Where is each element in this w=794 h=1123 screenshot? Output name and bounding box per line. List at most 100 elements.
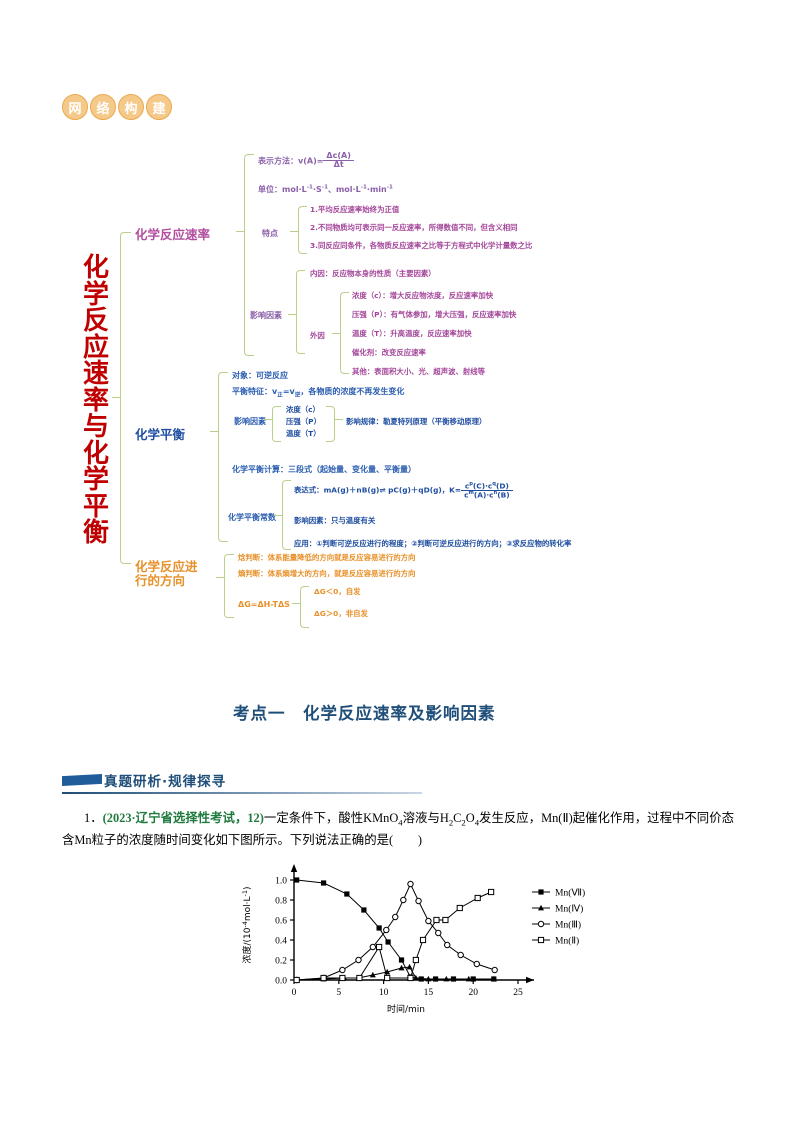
y-tick-0.8: 0.8 [275, 896, 287, 906]
rate-unit-row: 单位：mol·L-1·S-1、mol·L-1·min-1 [258, 184, 393, 195]
y-tick-1.0: 1.0 [275, 876, 287, 886]
root-char-10: 衡 [82, 518, 109, 549]
rate-method-label: 表示方法： [258, 156, 298, 166]
dir-gibbs-brace [300, 586, 309, 628]
eq-application: 应用：①判断可逆反应进行的程度；②判断可逆反应进行的方向；③求反应物的转化率 [294, 539, 572, 548]
rate-external-item-0: 浓度（c）：增大反应物浓度，反应速率加快 [352, 291, 494, 300]
root-char-5: 率 [82, 385, 109, 416]
rate-external-brace [340, 292, 349, 374]
x-tick-20: 20 [468, 988, 478, 998]
branch-rate-stem [236, 231, 245, 232]
eq-const-stem [274, 515, 283, 516]
legend-item-2: Mn(Ⅲ) [532, 919, 581, 930]
eq-feature: 平衡特征：v正=v逆，各物质的浓度不再发生变化 [232, 387, 405, 399]
page-title: 考点一 化学反应速率及影响因素 [233, 704, 496, 723]
root-char-7: 化 [82, 438, 109, 469]
root-char-4: 速 [82, 359, 109, 390]
eq-const-factor: 影响因素：只与温度有关 [294, 516, 376, 525]
eq-rule: 影响规律：勒夏特列原理（平衡移动原理） [346, 417, 487, 426]
branch-rate-label: 化学反应速率 [135, 227, 211, 242]
question-text: 一定条件下，酸性KMnO4溶液与H2C2O4发生反应，Mn(Ⅱ)起催化作用，过程… [62, 811, 735, 847]
root-char-8: 学 [82, 465, 109, 496]
eq-factor-item-0: 浓度（c） [286, 405, 320, 414]
root-char-2: 反 [82, 306, 109, 337]
subsection-header: 真题研析·规律探寻 [62, 770, 482, 794]
question-number: 1． [84, 811, 103, 825]
section-badge: 网 络 构 建 [62, 94, 172, 120]
rate-feature-item-2: 3.同反应同条件，各物质反应速率之比等于方程式中化学计量数之比 [310, 241, 533, 250]
legend-label-0: Mn(Ⅶ) [555, 887, 585, 898]
rate-factors-label: 影响因素 [250, 311, 282, 320]
legend-item-3: Mn(Ⅱ) [532, 935, 579, 946]
dir-enthalpy: 焓判断：体系能量降低的方向就是反应容易进行的方向 [238, 553, 416, 562]
branch-eq-stem [210, 431, 219, 432]
dir-gibbs-item-0: ΔG＜0，自发 [314, 587, 361, 596]
chart-svg: 0 5 10 15 20 25 0.0 0.2 0.4 0.6 0.8 1.0 时间/min 浓度/(10… [241, 864, 585, 1015]
eq-factors-stem [264, 419, 273, 420]
y-tick-0.6: 0.6 [275, 916, 287, 926]
rate-factors-brace [296, 270, 305, 354]
eq-expression-denominator: cm(A)·cn(B) [464, 490, 510, 500]
x-axis-label: 时间/min [387, 1003, 425, 1015]
rate-external-item-2: 温度（T）：升高温度，反应速率加快 [352, 329, 472, 338]
branch-dir-brace [224, 554, 234, 618]
eq-expression-label: 表达式： [294, 485, 324, 495]
rate-unit-value: mol·L-1·S-1、mol·L-1·min-1 [282, 184, 393, 194]
legend-label-3: Mn(Ⅱ) [555, 935, 579, 946]
badge-char-0: 网 [62, 94, 88, 120]
root-char-1: 学 [82, 279, 109, 310]
legend-label-1: Mn(Ⅳ) [555, 903, 583, 914]
rate-method-fraction: Δc(A) Δt [323, 151, 354, 170]
rate-method-denominator: Δt [333, 160, 344, 170]
branch-equilibrium-label: 化学平衡 [135, 427, 186, 442]
eq-object: 对象：可逆反应 [232, 371, 288, 380]
root-brace [120, 232, 131, 564]
branch-direction-line-2: 行的方向 [135, 573, 186, 589]
badge-char-1: 络 [90, 94, 116, 120]
x-tick-5: 5 [336, 988, 341, 998]
rate-method-numerator: Δc(A) [323, 151, 354, 162]
eq-factor-item-1: 压强（P） [286, 417, 321, 426]
eq-expression-row: 表达式：mA(g)＋nB(g)⇌ pC(g)＋qD(g)，K= cp(C)·cq(… [294, 481, 513, 500]
eq-expression-numerator: cp(C)·cq(D) [461, 481, 513, 492]
dir-gibbs-formula: ΔG=ΔH-TΔS [238, 600, 290, 609]
eq-const-brace [282, 480, 291, 550]
series-2 [293, 880, 498, 984]
rate-method-row: 表示方法：v(A)= Δc(A) Δt [258, 151, 354, 170]
branch-rate-brace [244, 154, 254, 356]
rate-method-formula-lead: v(A)= [298, 156, 324, 166]
badge-char-3: 建 [146, 94, 172, 120]
legend-item-1: Mn(Ⅳ) [532, 903, 583, 914]
y-tick-0.4: 0.4 [275, 936, 287, 946]
badge-char-2: 构 [118, 94, 144, 120]
eq-calc: 化学平衡计算：三段式（起始量、变化量、平衡量） [232, 465, 416, 474]
rate-factors-stem [288, 314, 297, 315]
eq-factors-brace [272, 406, 281, 442]
concentration-vs-time-chart: 0 5 10 15 20 25 0.0 0.2 0.4 0.6 0.8 1.0 时间/min 浓度/(10… [236, 862, 626, 1027]
rate-feature-item-1: 2.不同物质均可表示同一反应速率，所得数值不同，但含义相同 [310, 223, 518, 232]
rate-external-stem [332, 333, 341, 334]
rate-feature-item-0: 1.平均反应速率始终为正值 [310, 205, 400, 214]
x-tick-0: 0 [292, 988, 297, 998]
series-0 [294, 877, 497, 982]
branch-eq-brace [218, 372, 228, 542]
branch-direction-line-1: 化学反应进 [135, 559, 198, 574]
rate-external-item-1: 压强（P）：有气体参加，增大压强，反应速率加快 [352, 310, 517, 319]
y-tick-0.2: 0.2 [275, 956, 287, 966]
eq-rule-brace [326, 406, 335, 442]
legend-item-0: Mn(Ⅶ) [532, 887, 585, 898]
subsection-title: 真题研析·规律探寻 [104, 774, 227, 790]
rate-external-label: 外因 [310, 331, 325, 340]
series-3 [293, 888, 495, 984]
parallelogram-marker-icon [62, 774, 102, 786]
root-char-3: 应 [82, 332, 109, 363]
eq-expression-fraction: cp(C)·cq(D) cm(A)·cn(B) [461, 481, 513, 500]
x-tick-25: 25 [513, 988, 523, 998]
rate-features-stem [290, 231, 299, 232]
rate-features-label: 特点 [262, 229, 278, 238]
subsection-divider [62, 792, 422, 794]
rate-external-item-3: 催化剂：改变反应速率 [352, 348, 426, 357]
dir-gibbs-item-1: ΔG＞0，非自发 [314, 609, 368, 618]
rate-internal-factor: 内因：反应物本身的性质（主要因素） [310, 269, 436, 278]
